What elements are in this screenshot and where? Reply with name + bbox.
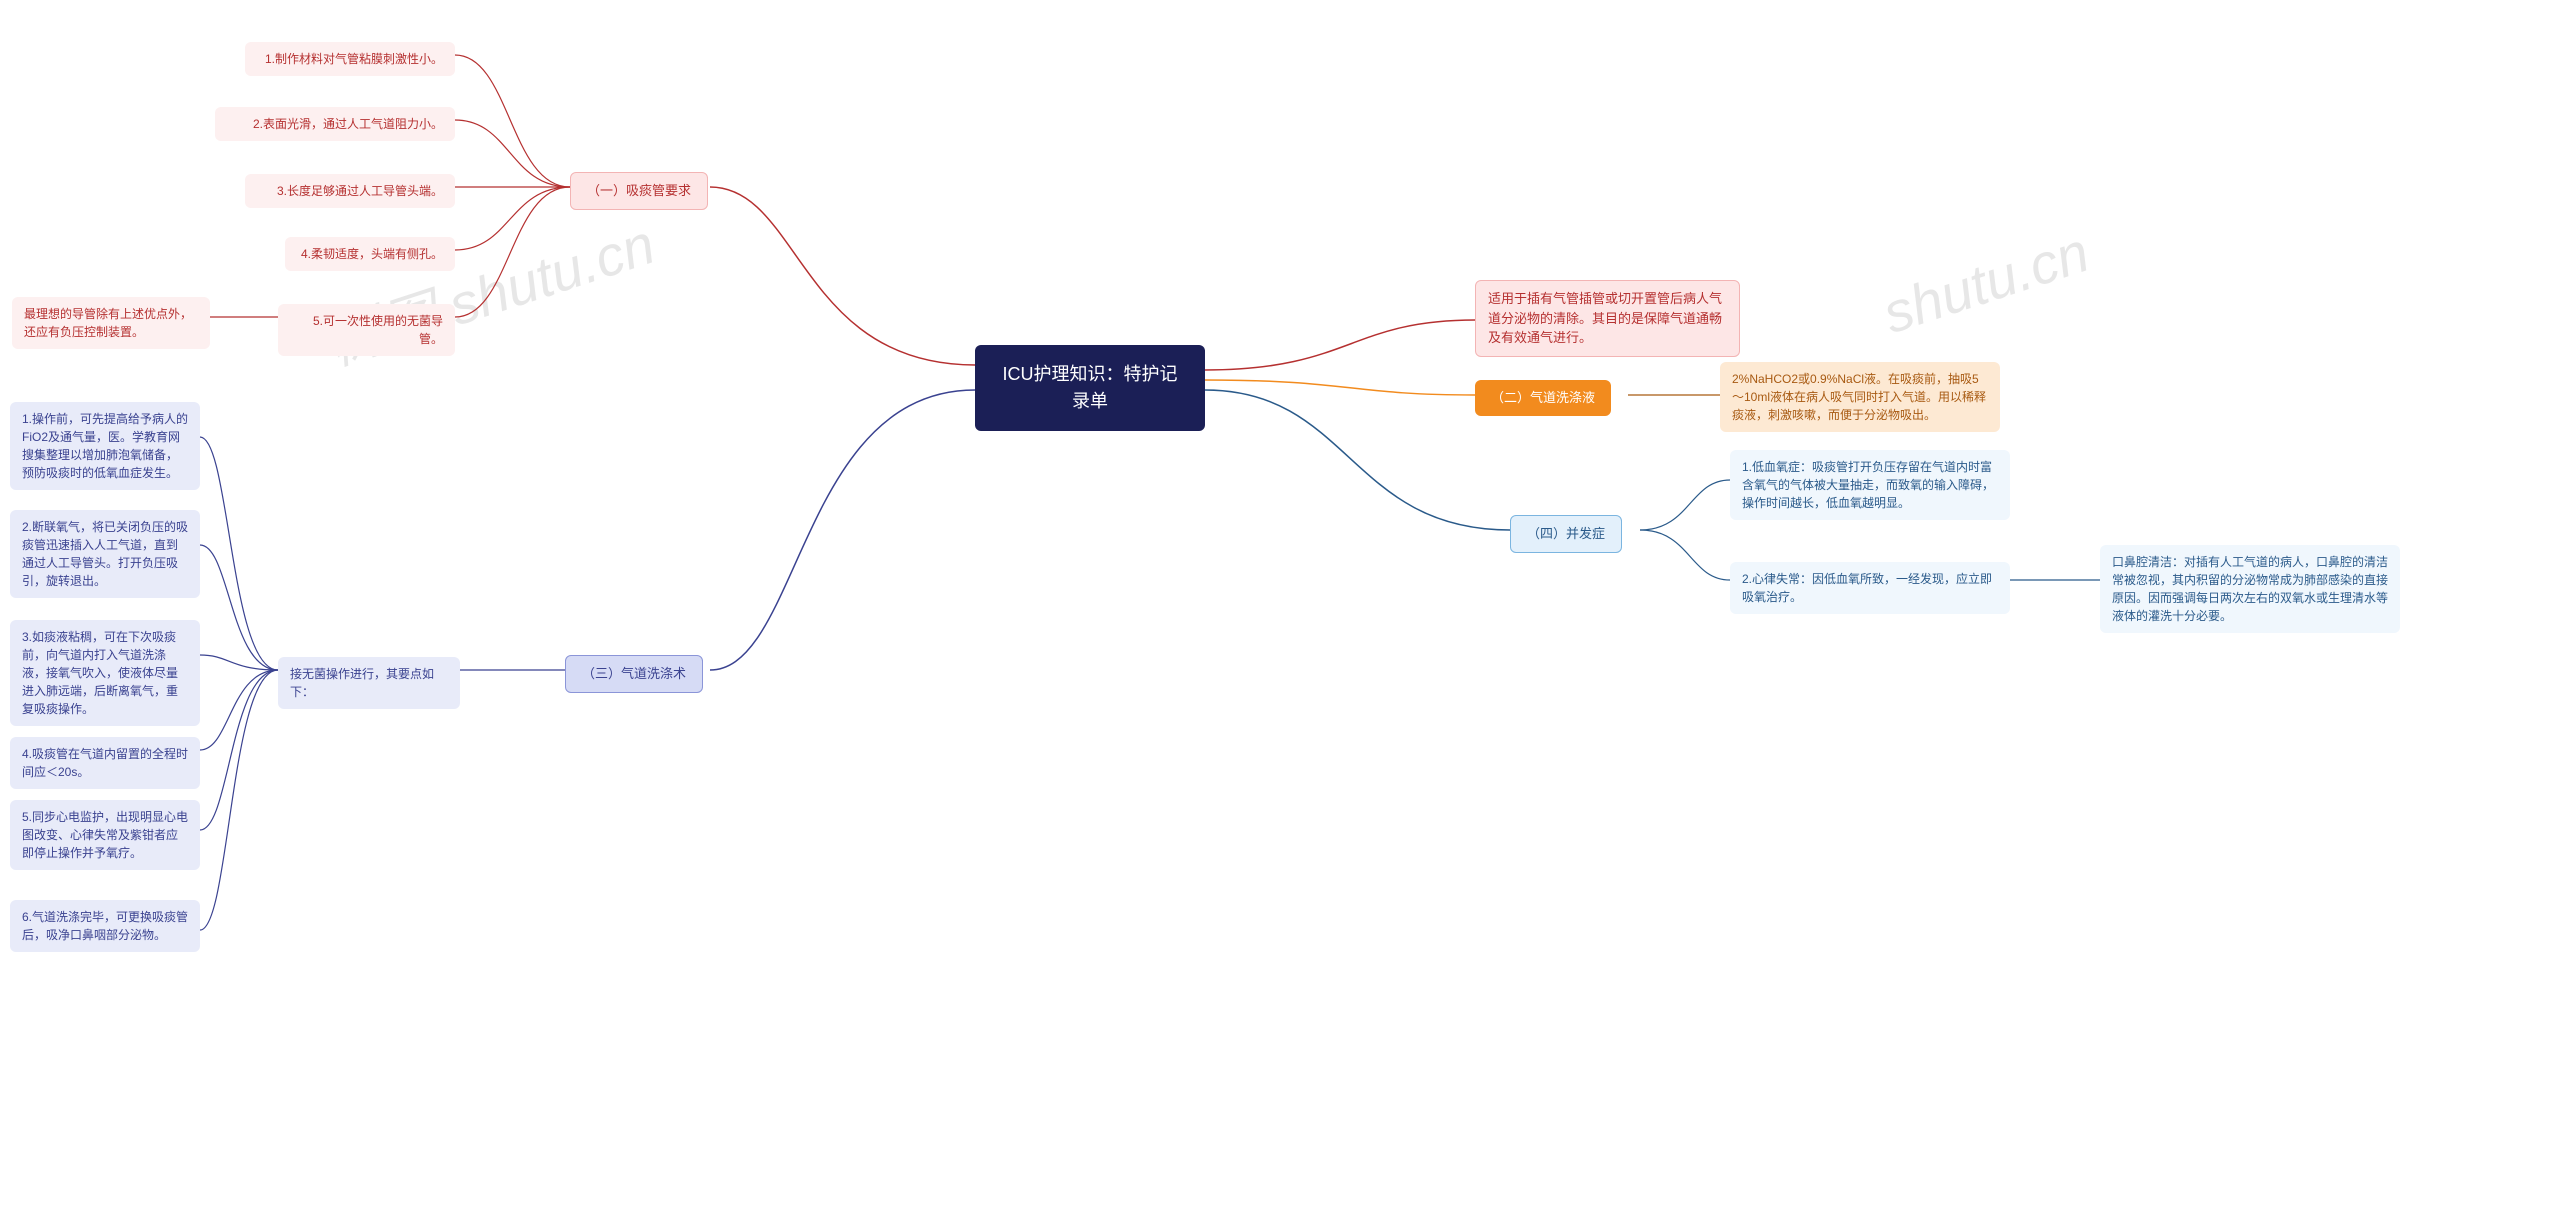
section1-item3: 3.长度足够通过人工导管头端。 [245, 174, 455, 208]
section1-item4: 4.柔韧适度，头端有侧孔。 [285, 237, 455, 271]
section3-item4: 4.吸痰管在气道内留置的全程时间应＜20s。 [10, 737, 200, 789]
section3-subtitle: 接无菌操作进行，其要点如下： [278, 657, 460, 709]
section2-title: （二）气道洗涤液 [1475, 380, 1611, 416]
section3-title: （三）气道洗涤术 [565, 655, 703, 693]
section3-item6: 6.气道洗涤完毕，可更换吸痰管后，吸净口鼻咽部分泌物。 [10, 900, 200, 952]
section1-extra: 最理想的导管除有上述优点外，还应有负压控制装置。 [12, 297, 210, 349]
section1-item1: 1.制作材料对气管粘膜刺激性小。 [245, 42, 455, 76]
section3-item1: 1.操作前，可先提高给予病人的FiO2及通气量，医。学教育网搜集整理以增加肺泡氧… [10, 402, 200, 490]
section1-item2: 2.表面光滑，通过人工气道阻力小。 [215, 107, 455, 141]
section4-item1: 1.低血氧症：吸痰管打开负压存留在气道内时富含氧气的气体被大量抽走，而致氧的输入… [1730, 450, 2010, 520]
section1-item5: 5.可一次性使用的无菌导管。 [278, 304, 455, 356]
section3-item5: 5.同步心电监护，出现明显心电图改变、心律失常及紫钳者应即停止操作并予氧疗。 [10, 800, 200, 870]
section4-item2: 2.心律失常：因低血氧所致，一经发现，应立即吸氧治疗。 [1730, 562, 2010, 614]
section4-extra: 口鼻腔清洁：对插有人工气道的病人，口鼻腔的清洁常被忽视，其内积留的分泌物常成为肺… [2100, 545, 2400, 633]
section2-child: 2%NaHCO2或0.9%NaCl液。在吸痰前，抽吸5～10ml液体在病人吸气同… [1720, 362, 2000, 432]
section3-item2: 2.断联氧气，将已关闭负压的吸痰管迅速插入人工气道，直到通过人工导管头。打开负压… [10, 510, 200, 598]
watermark: shutu.cn [1875, 219, 2096, 346]
center-node: ICU护理知识：特护记录单 [975, 345, 1205, 431]
section4-title: （四）并发症 [1510, 515, 1622, 553]
section3-item3: 3.如痰液粘稠，可在下次吸痰前，向气道内打入气道洗涤液，接氧气吹入，使液体尽量进… [10, 620, 200, 726]
intro-box: 适用于插有气管插管或切开置管后病人气道分泌物的清除。其目的是保障气道通畅及有效通… [1475, 280, 1740, 357]
section1-title: （一）吸痰管要求 [570, 172, 708, 210]
